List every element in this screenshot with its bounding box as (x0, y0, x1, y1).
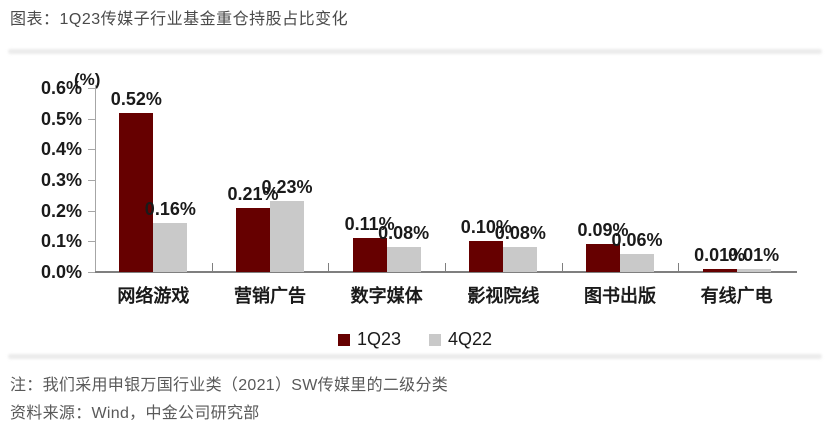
legend-item-1q23: 1Q23 (337, 329, 401, 350)
footnote: 注：我们采用申银万国行业类（2021）SW传媒里的二级分类 (10, 377, 449, 394)
category-label-1: 网络游戏 (117, 286, 190, 306)
chart-legend: 1Q23 4Q22 (0, 329, 830, 350)
data-label-1q23-cat1: 0.52% (110, 88, 162, 109)
bar-1q23-cat5 (586, 244, 620, 272)
y-axis-unit-label: (%) (74, 70, 101, 89)
bar-4q22-cat2 (270, 201, 304, 272)
bar-1q23-cat3 (352, 238, 387, 272)
data-label-4q22-cat1: 0.16% (144, 198, 196, 219)
y-tick-mark (88, 118, 95, 120)
data-label-1q23-cat5: 0.09% (577, 220, 629, 241)
bar-1q23-cat6 (702, 268, 737, 272)
category-label-5: 图书出版 (584, 286, 656, 306)
bar-4q22-cat5 (620, 253, 654, 272)
x-tick-mark (445, 263, 446, 272)
data-label-1q23-cat4: 0.10% (460, 217, 512, 238)
data-label-4q22-cat2: 0.23% (261, 177, 313, 198)
y-tick-label: 0.6% (40, 78, 82, 98)
data-label-1q23-cat3: 0.11% (344, 214, 395, 235)
legend-swatch-1q23 (337, 333, 350, 346)
y-tick-label: 0.0% (40, 262, 82, 282)
y-tick-label: 0.1% (40, 231, 82, 252)
bar-1q23-cat4 (469, 241, 504, 272)
category-label-3: 数字媒体 (350, 286, 423, 306)
legend-item-4q22: 4Q22 (429, 329, 492, 350)
bar-4q22-cat1 (153, 222, 188, 272)
y-tick-mark (88, 88, 95, 89)
legend-label-1q23: 1Q23 (356, 329, 401, 349)
plot-area: 0.52% 0.16% 0.21% 0.23% 0.11% 0.08% 0.10% 0.08%… (95, 88, 795, 272)
top-divider (8, 49, 822, 54)
bar-1q23-cat2 (236, 207, 270, 272)
x-tick-mark (561, 263, 563, 272)
data-label-4q22-cat6: 0.01% (728, 244, 780, 265)
y-tick-mark (88, 210, 95, 212)
y-tick-label: 0.3% (40, 170, 82, 190)
y-tick-label: 0.4% (40, 139, 82, 160)
y-tick-mark (88, 149, 95, 151)
bar-4q22-cat4 (503, 247, 538, 272)
legend-label-4q22: 4Q22 (448, 329, 493, 349)
bar-1q23-cat1 (119, 112, 154, 272)
y-tick-mark (88, 241, 95, 243)
data-label-1q23-cat2: 0.21% (227, 183, 279, 204)
x-tick-mark (211, 263, 213, 272)
legend-swatch-4q22 (429, 333, 441, 346)
y-tick-label: 0.5% (40, 108, 82, 129)
category-label-2: 营销广告 (234, 286, 306, 306)
y-tick-mark (88, 180, 95, 181)
data-label-4q22-cat5: 0.06% (611, 229, 663, 250)
category-label-4: 影视院线 (467, 286, 540, 306)
y-tick-label: 0.2% (40, 200, 82, 221)
category-label-6: 有线广电 (700, 286, 773, 306)
data-label-4q22-cat3: 0.08% (378, 223, 430, 244)
bottom-divider (8, 354, 822, 359)
y-tick-mark (88, 272, 95, 273)
x-axis-line (95, 271, 797, 273)
x-tick-mark (328, 263, 330, 272)
data-label-1q23-cat6: 0.01% (694, 244, 746, 265)
bar-4q22-cat6 (736, 268, 771, 272)
y-axis-line (95, 85, 96, 272)
source-note: 资料来源：Wind，中金公司研究部 (10, 405, 260, 422)
figure-title: 图表：1Q23传媒子行业基金重仓持股占比变化 (10, 11, 349, 28)
x-tick-mark (678, 263, 680, 272)
data-label-4q22-cat4: 0.08% (494, 223, 546, 244)
bar-4q22-cat3 (386, 247, 421, 272)
